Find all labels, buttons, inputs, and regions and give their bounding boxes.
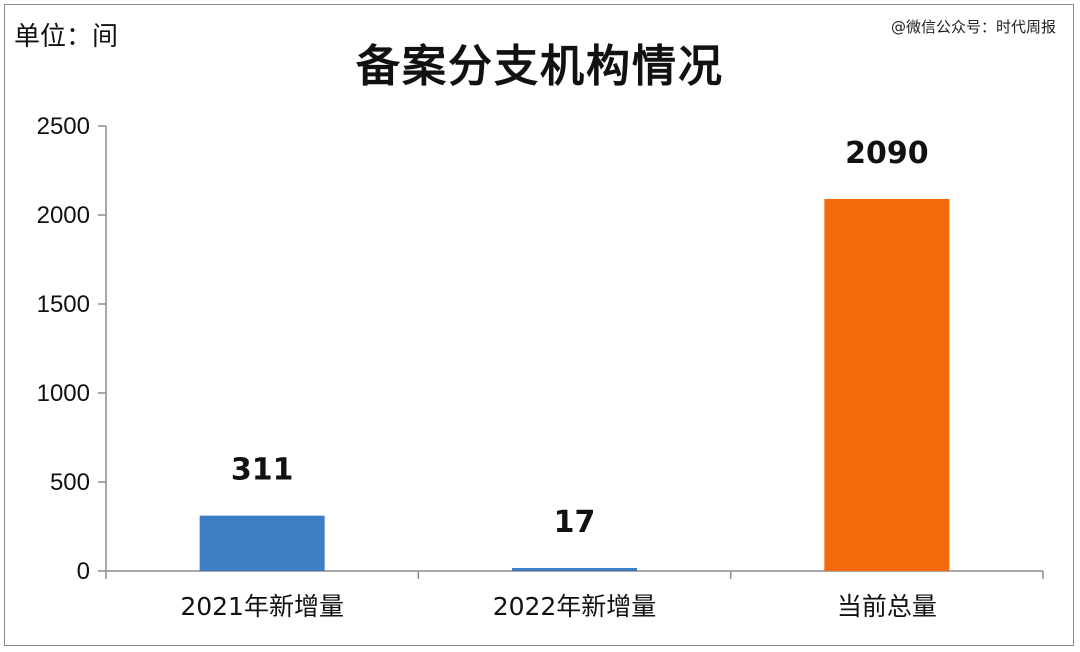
category-label-1: 2021年新增量 — [180, 592, 344, 621]
category-label-3: 当前总量 — [837, 592, 937, 621]
data-label-2: 17 — [554, 505, 596, 540]
y-tick-label: 2000 — [37, 202, 90, 229]
y-tick-label: 0 — [77, 558, 90, 585]
bar-2 — [512, 567, 637, 571]
unit-label: 单位：间 — [14, 22, 119, 52]
watermark: @微信公众号：时代周报 — [890, 18, 1056, 36]
labels: 311 17 2090 — [231, 136, 929, 540]
bar-3 — [824, 198, 950, 572]
bars — [199, 198, 950, 572]
y-tick-label: 500 — [50, 469, 90, 496]
category-label-2: 2022年新增量 — [493, 592, 657, 621]
y-tick-label: 1500 — [37, 291, 90, 318]
bar-1 — [199, 515, 325, 571]
y-tick-label: 2500 — [37, 113, 90, 140]
x-ticks: 2021年新增量 2022年新增量 当前总量 — [105, 571, 1044, 621]
data-label-3: 2090 — [845, 136, 929, 171]
chart-title: 备案分支机构情况 — [356, 41, 724, 92]
data-label-1: 311 — [231, 453, 294, 488]
y-ticks: 0 500 1000 1500 2000 2500 — [37, 113, 106, 585]
y-tick-label: 1000 — [37, 380, 90, 407]
